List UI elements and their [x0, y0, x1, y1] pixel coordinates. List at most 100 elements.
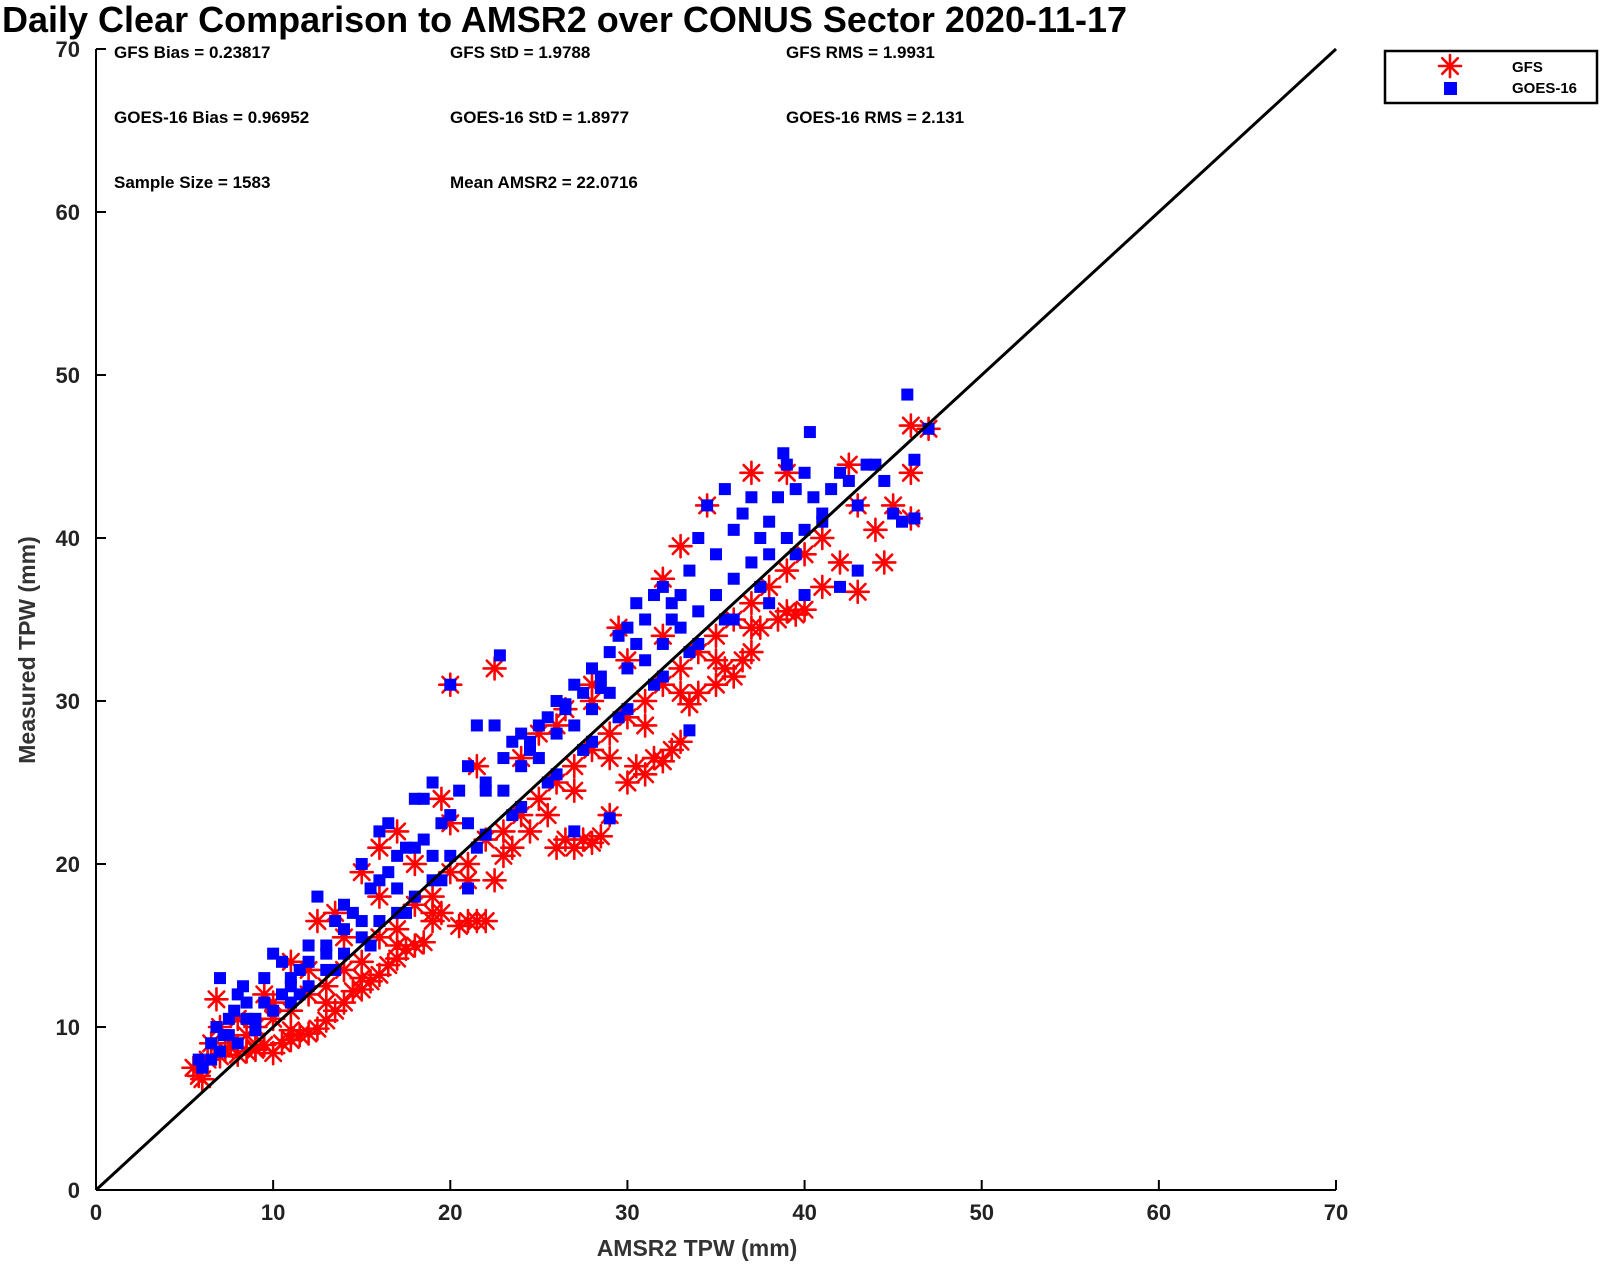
goes-16-point	[435, 874, 448, 887]
goes-16-point	[417, 792, 430, 805]
plot-area	[94, 47, 1338, 1192]
goes-16-point	[718, 613, 731, 626]
goes-16-point	[228, 1004, 241, 1017]
goes-16-point	[621, 621, 634, 634]
goes-16-point	[462, 817, 474, 830]
goes-16-point	[648, 678, 660, 691]
gfs-point	[204, 986, 229, 1012]
y-tick-label: 40	[56, 526, 80, 551]
gfs-point	[446, 913, 472, 939]
goes-16-point	[479, 828, 492, 841]
goes-16-point	[568, 825, 581, 838]
goes-16-point	[302, 955, 315, 968]
gfs-point	[526, 786, 552, 812]
goes-16-point	[692, 532, 705, 544]
goes-16-point	[320, 947, 333, 960]
gfs-point	[561, 753, 587, 779]
goes-16-point	[612, 711, 625, 724]
gfs-point	[535, 802, 561, 828]
gfs-point	[384, 933, 410, 958]
legend: GFS GOES-16	[1383, 49, 1599, 105]
y-tick-label: 20	[56, 852, 80, 877]
goes-16-point	[710, 548, 722, 561]
goes-16-point	[355, 915, 368, 928]
goes-16-point	[878, 474, 891, 487]
gfs-point	[597, 745, 623, 771]
gfs-point	[473, 908, 499, 934]
gfs-point	[774, 558, 800, 583]
goes-16-point	[470, 719, 483, 732]
gfs-point	[402, 851, 428, 877]
gfs-point	[650, 749, 676, 774]
goes-16-point	[293, 988, 306, 1001]
goes-16-point	[338, 923, 350, 936]
goes-16-point	[400, 906, 412, 919]
goes-16-point	[842, 474, 855, 487]
axes	[95, 49, 1336, 1191]
goes-16-point	[470, 841, 483, 854]
goes-16-point	[674, 589, 687, 602]
goes-16-point	[665, 613, 678, 626]
goes-16-point	[524, 735, 536, 748]
gfs-point	[411, 929, 437, 955]
gfs-std-text: GFS StD = 1.9788	[450, 43, 590, 62]
goes-16-point	[479, 784, 492, 797]
goes-16-point	[240, 996, 253, 1009]
x-tick-label: 20	[438, 1200, 462, 1225]
goes-16-point	[630, 637, 643, 650]
gfs-point	[898, 413, 924, 438]
y-tick-label: 70	[56, 37, 80, 62]
goes-rms-text: GOES-16 RMS = 2.131	[786, 108, 964, 127]
goes-16-point	[462, 882, 474, 895]
y-tick-label: 50	[56, 363, 80, 388]
goes-16-point	[249, 1024, 262, 1037]
goes-16-point	[639, 613, 652, 626]
goes-16-point	[205, 1053, 218, 1066]
goes-std-text: GOES-16 StD = 1.8977	[450, 108, 629, 127]
gfs-rms-text: GFS RMS = 1.9931	[786, 43, 935, 62]
goes-16-point	[577, 686, 590, 699]
goes-16-point	[453, 784, 466, 797]
y-axis-label: Measured TPW (mm)	[14, 536, 40, 763]
goes-16-point	[506, 809, 519, 822]
goes-16-point	[745, 491, 758, 504]
goes-16-point	[338, 898, 350, 911]
gfs-point	[632, 762, 658, 787]
goes-16-point	[541, 711, 554, 724]
gfs-point	[429, 786, 454, 812]
goes-16-point	[630, 597, 643, 610]
legend-goes-16-marker	[1444, 82, 1457, 95]
goes-16-point	[214, 972, 226, 985]
gfs-point	[561, 778, 587, 803]
goes-16-point	[683, 646, 696, 659]
goes-16-point	[718, 483, 731, 496]
gfs-point	[739, 460, 764, 486]
goes-16-point	[373, 874, 386, 887]
goes-16-point	[763, 597, 776, 610]
gfs-point	[703, 647, 729, 673]
goes-16-point	[683, 564, 696, 577]
y-tick-label: 0	[68, 1178, 80, 1203]
gfs-point	[632, 713, 658, 738]
goes-16-point	[240, 1012, 253, 1025]
x-axis-ticks: 0 10 20 30 40 50 60 70	[90, 1180, 1348, 1225]
gfs-point	[482, 867, 507, 893]
goes-16-point	[532, 752, 545, 765]
goes-16-point	[639, 654, 652, 667]
goes-16-point	[901, 388, 914, 401]
x-tick-label: 70	[1324, 1200, 1348, 1225]
gfs-point	[420, 884, 445, 909]
x-axis-label: AMSR2 TPW (mm)	[597, 1235, 798, 1261]
goes-16-point	[825, 483, 838, 496]
x-tick-label: 50	[969, 1200, 993, 1225]
goes-16-point	[417, 833, 430, 846]
legend-gfs-asterisk	[1437, 53, 1463, 79]
y-tick-label: 60	[56, 200, 80, 225]
goes-16-point	[364, 939, 377, 952]
goes-16-point	[789, 548, 802, 561]
goes-16-point	[373, 915, 386, 928]
gfs-point	[668, 533, 693, 559]
gfs-point	[632, 688, 658, 714]
gfs-point	[491, 843, 516, 869]
goes-16-point	[745, 556, 758, 569]
